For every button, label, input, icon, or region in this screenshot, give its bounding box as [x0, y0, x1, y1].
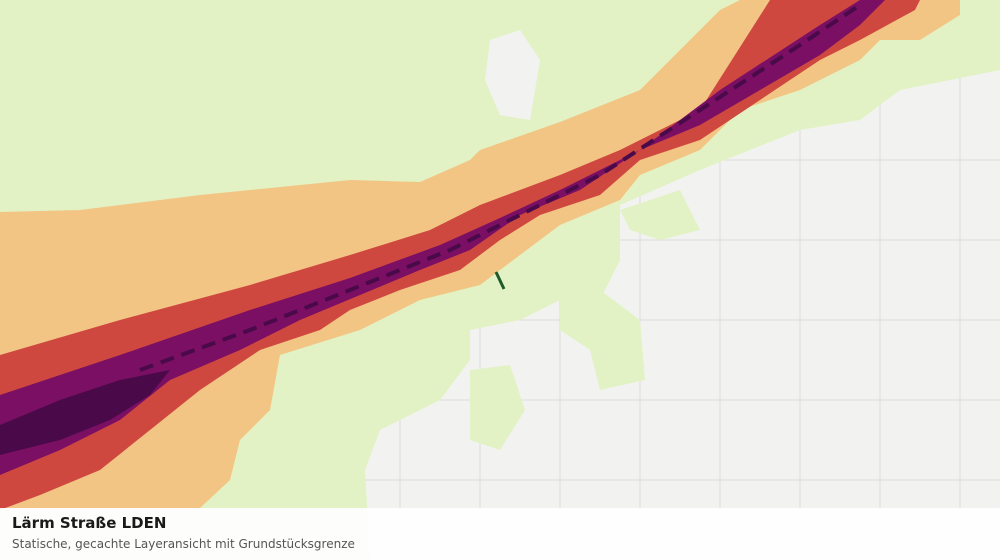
noise-band-70 — [0, 370, 170, 455]
built-area — [365, 70, 1000, 560]
noise-band-65 — [0, 0, 885, 475]
layer-title: Lärm Straße LDEN — [12, 514, 167, 532]
layer-subtitle: Statische, gecachte Layeransicht mit Gru… — [12, 537, 355, 551]
green-area — [560, 290, 645, 390]
green-area — [720, 30, 1000, 150]
parcel-marker — [494, 271, 506, 290]
green-area — [470, 365, 525, 450]
legend-panel: Lärm Straße LDEN Statische, gecachte Lay… — [0, 508, 1000, 560]
built-area — [485, 30, 540, 120]
green-area — [620, 190, 700, 240]
